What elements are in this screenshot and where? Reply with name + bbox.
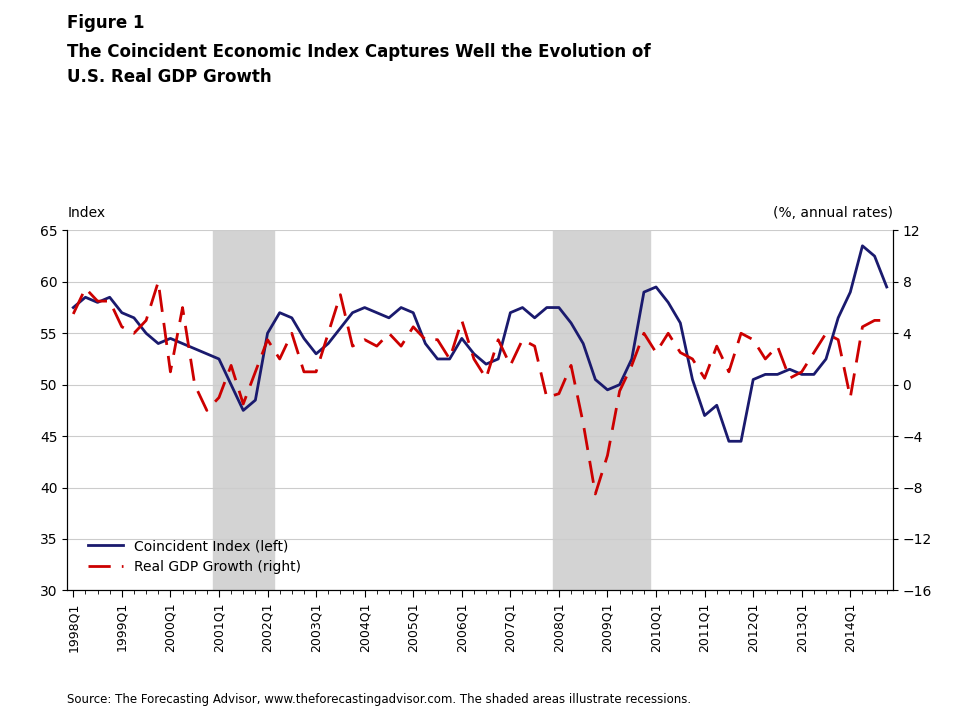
Bar bbox=[213, 230, 274, 590]
Text: (%, annual rates): (%, annual rates) bbox=[773, 206, 893, 220]
Text: Source: The Forecasting Advisor, www.theforecastingadvisor.com. The shaded areas: Source: The Forecasting Advisor, www.the… bbox=[67, 693, 691, 706]
Bar bbox=[553, 230, 650, 590]
Text: Index: Index bbox=[67, 206, 106, 220]
Legend: Coincident Index (left), Real GDP Growth (right): Coincident Index (left), Real GDP Growth… bbox=[83, 534, 306, 580]
Text: U.S. Real GDP Growth: U.S. Real GDP Growth bbox=[67, 68, 272, 86]
Text: Figure 1: Figure 1 bbox=[67, 14, 145, 32]
Text: The Coincident Economic Index Captures Well the Evolution of: The Coincident Economic Index Captures W… bbox=[67, 43, 651, 61]
